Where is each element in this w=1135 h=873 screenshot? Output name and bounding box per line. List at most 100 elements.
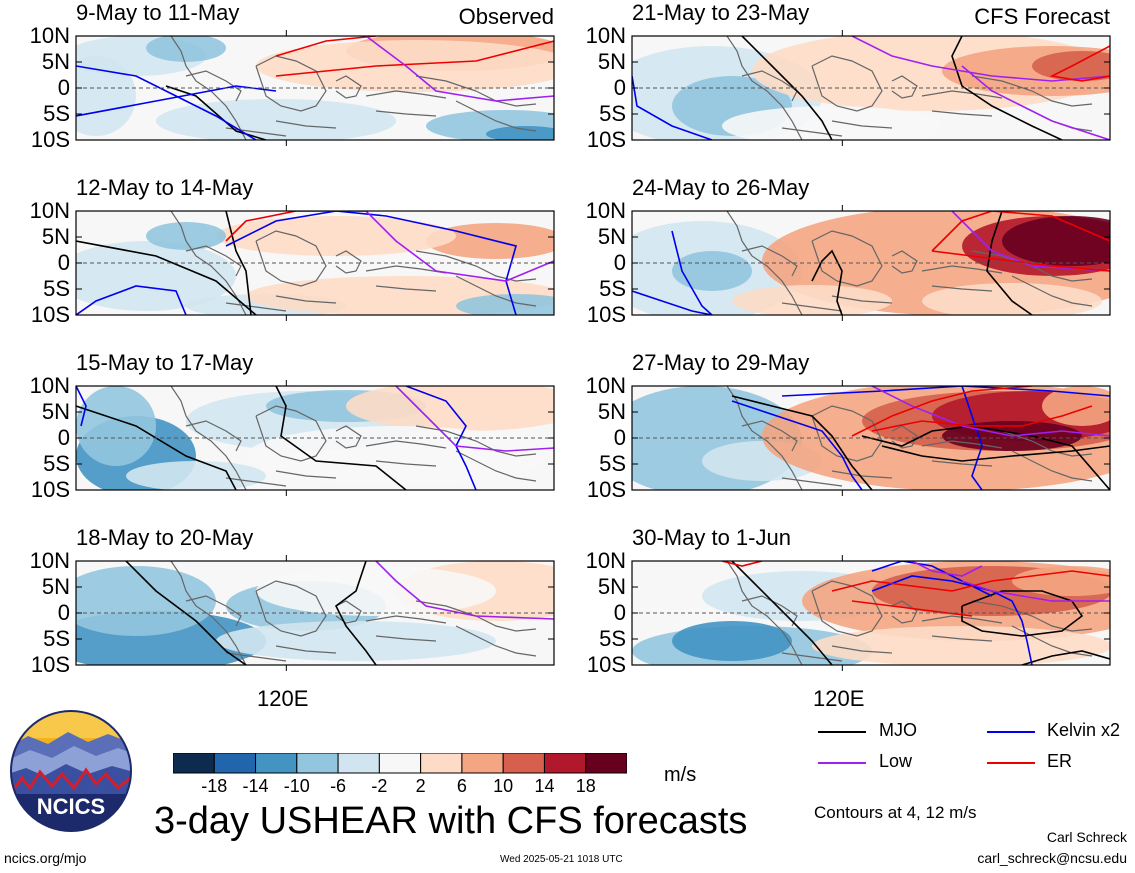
email: carl_schreck@ncsu.edu bbox=[977, 850, 1127, 866]
y-tick-label: 10S bbox=[586, 127, 626, 152]
y-tick-label: 5S bbox=[599, 101, 626, 126]
legend-label-kelvin: Kelvin x2 bbox=[1047, 720, 1121, 740]
colorbar-swatch bbox=[461, 753, 504, 774]
y-tick-label: 10S bbox=[30, 302, 70, 327]
panel-6: 24-May to 26-May bbox=[632, 175, 1110, 350]
y-tick-label: 10N bbox=[29, 198, 70, 223]
colorbar-swatch bbox=[420, 753, 463, 774]
colorbar-tick-label: -6 bbox=[330, 776, 347, 796]
y-tick-label: 0 bbox=[57, 75, 70, 100]
y-tick-label: 10N bbox=[585, 548, 626, 573]
y-tick-label: 0 bbox=[613, 600, 626, 625]
y-tick-label: 10S bbox=[30, 127, 70, 152]
colorbar-swatch bbox=[296, 753, 339, 774]
y-tick-label: 5S bbox=[599, 451, 626, 476]
y-tick-label: 5N bbox=[41, 574, 70, 599]
site-link[interactable]: ncics.org/mjo bbox=[4, 850, 87, 866]
legend-line-low bbox=[818, 762, 866, 764]
y-tick-label: 5S bbox=[43, 101, 70, 126]
colorbar-swatch bbox=[543, 753, 587, 774]
panel-8: 30-May to 1-Jun bbox=[632, 525, 1110, 700]
colorbar-tick-label: -14 bbox=[242, 776, 269, 796]
map-p3 bbox=[75, 380, 555, 496]
colorbar-unit: m/s bbox=[664, 764, 697, 786]
map-p1 bbox=[75, 30, 555, 146]
colorbar-swatch bbox=[255, 753, 298, 774]
y-tick-label: 0 bbox=[57, 250, 70, 275]
y-tick-label: 10N bbox=[585, 198, 626, 223]
y-tick-label: 10N bbox=[29, 23, 70, 48]
ncics-logo: NCICS bbox=[10, 710, 132, 832]
legend-label-er: ER bbox=[1047, 751, 1073, 771]
colorbar-tick-label: 18 bbox=[575, 776, 596, 796]
y-tick-label: 10S bbox=[586, 302, 626, 327]
y-tick-label: 10S bbox=[30, 477, 70, 502]
logo-text: NCICS bbox=[37, 794, 105, 819]
colorbar-tick-label: 6 bbox=[456, 776, 467, 796]
contour-note: Contours at 4, 12 m/s bbox=[814, 803, 977, 822]
panel-title: 21-May to 23-May bbox=[632, 0, 810, 25]
panel-title: 15-May to 17-May bbox=[76, 350, 254, 375]
y-tick-label: 10N bbox=[585, 23, 626, 48]
colorbar-tick-label: 14 bbox=[534, 776, 555, 796]
panel-title: 9-May to 11-May bbox=[76, 0, 240, 25]
map-p4 bbox=[75, 555, 555, 671]
panel-tag-observed: Observed bbox=[458, 4, 554, 29]
y-tick-label: 5N bbox=[597, 224, 626, 249]
panel-title: 12-May to 14-May bbox=[76, 175, 254, 200]
colorbar-swatch bbox=[502, 753, 545, 774]
y-tick-label: 0 bbox=[613, 425, 626, 450]
panel-7: 27-May to 29-May bbox=[632, 350, 1110, 525]
y-tick-label: 10S bbox=[586, 477, 626, 502]
author: Carl Schreck bbox=[1046, 829, 1127, 845]
y-tick-label: 10S bbox=[30, 652, 70, 677]
legend-label-mjo: MJO bbox=[879, 720, 917, 740]
legend-line-er bbox=[987, 762, 1035, 764]
x-tick-left: 120E bbox=[257, 686, 309, 711]
map-p2 bbox=[75, 205, 555, 321]
panel-2: 12-May to 14-May bbox=[76, 175, 554, 350]
panel-title: 18-May to 20-May bbox=[76, 525, 254, 550]
legend-line-kelvin bbox=[987, 731, 1035, 733]
panel-title: 30-May to 1-Jun bbox=[632, 525, 791, 550]
y-tick-label: 5N bbox=[597, 49, 626, 74]
colorbar-swatch bbox=[337, 753, 380, 774]
colorbar-swatch bbox=[585, 753, 627, 774]
y-tick-label: 0 bbox=[613, 250, 626, 275]
y-tick-label: 10N bbox=[585, 373, 626, 398]
colorbar-swatch bbox=[378, 753, 422, 774]
colorbar-tick-label: 2 bbox=[415, 776, 426, 796]
maps-layer bbox=[75, 30, 1111, 671]
colorbar-tick-label: -2 bbox=[371, 776, 388, 796]
panel-1: 9-May to 11-May Observed bbox=[76, 0, 554, 175]
y-tick-label: 5N bbox=[597, 399, 626, 424]
legend-line-mjo bbox=[818, 731, 866, 733]
y-tick-label: 10N bbox=[29, 373, 70, 398]
map-p8 bbox=[631, 555, 1111, 671]
y-tick-label: 5S bbox=[43, 626, 70, 651]
y-tick-label: 5S bbox=[599, 276, 626, 301]
x-tick-right: 120E bbox=[813, 686, 865, 711]
y-tick-label: 10N bbox=[29, 548, 70, 573]
colorbar bbox=[173, 753, 627, 774]
main-title: 3-day USHEAR with CFS forecasts bbox=[154, 800, 748, 842]
panel-tag-forecast: CFS Forecast bbox=[974, 4, 1110, 29]
y-tick-label: 5N bbox=[41, 49, 70, 74]
y-tick-label: 0 bbox=[613, 75, 626, 100]
colorbar-tick-label: 10 bbox=[493, 776, 514, 796]
colorbar-tick-label: -10 bbox=[283, 776, 310, 796]
panel-5: 21-May to 23-May CFS Forecast bbox=[632, 0, 1110, 175]
panel-title: 24-May to 26-May bbox=[632, 175, 810, 200]
panel-4: 18-May to 20-May bbox=[76, 525, 554, 700]
y-tick-label: 5N bbox=[41, 399, 70, 424]
colorbar-tick-label: -18 bbox=[201, 776, 228, 796]
y-tick-label: 5S bbox=[43, 451, 70, 476]
y-tick-label: 5N bbox=[597, 574, 626, 599]
y-tick-label: 5S bbox=[43, 276, 70, 301]
y-tick-label: 10S bbox=[586, 652, 626, 677]
colorbar-swatch bbox=[213, 753, 257, 774]
map-p7 bbox=[631, 380, 1111, 496]
map-p6 bbox=[631, 205, 1111, 321]
colorbar-swatch bbox=[173, 753, 215, 774]
panel-3: 15-May to 17-May bbox=[76, 350, 554, 525]
